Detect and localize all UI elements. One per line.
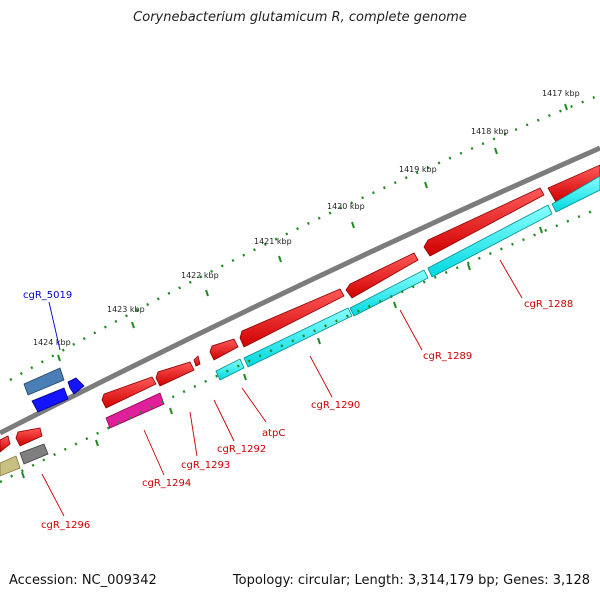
gene-arrow [551,175,600,213]
gene-arrow [345,252,419,299]
scale-tick [278,255,282,263]
scale-label: 1421 kbp [254,237,292,246]
gene-label[interactable]: cgR_1294 [142,478,191,489]
genome-summary-text: Topology: circular; Length: 3,314,179 bp… [232,573,590,588]
scale-label: 1424 kbp [33,338,71,347]
forward-strand-genes [0,164,600,453]
gene-arrow [155,361,195,387]
scale-track [9,93,600,382]
gene-arrow [215,358,245,381]
scale-tick [494,147,498,155]
label-leader-line [143,429,165,476]
gene-label[interactable]: cgR_5019 [23,290,72,301]
scale-label: 1422 kbp [181,271,219,280]
inner-scale-track [0,206,600,484]
gene-label[interactable]: cgR_1289 [423,351,472,362]
label-leader-line [499,259,523,299]
gene-arrow [105,392,165,429]
inner-scale-ticks [21,226,543,479]
label-leader-line [309,355,333,398]
label-leader-line [213,399,235,442]
scale-tick [131,321,135,329]
gene-arrow [243,307,353,368]
label-leader-line [241,387,267,423]
scale-tick [57,354,61,362]
scale-tick [351,221,355,229]
gene-label[interactable]: cgR_1293 [181,460,230,471]
scale-label: 1419 kbp [399,165,437,174]
scale-tick [95,439,99,447]
scale-label: 1420 kbp [327,202,365,211]
scale-tick [205,289,209,297]
scale-tick [424,181,428,189]
gene-label[interactable]: cgR_1296 [41,520,90,531]
scale-label: 1417 kbp [542,89,580,98]
gene-arrow [101,376,157,409]
label-leader-line [189,411,198,457]
gene-arrow [423,187,545,257]
gene-arrow [23,367,65,396]
gene-label[interactable]: cgR_1290 [311,400,360,411]
scale-tick [21,471,25,479]
gene-arrow [0,435,11,453]
label-leader-line [399,309,423,351]
gene-arrow [19,443,49,465]
scale-tick [564,103,568,111]
gene-label[interactable]: cgR_1288 [524,299,573,310]
scale-tick [317,337,321,345]
label-leader-line [48,301,61,351]
gene-arrow [15,427,43,447]
label-leader-line [41,473,65,517]
scale-tick [467,263,471,271]
gene-label[interactable]: atpC [262,428,285,439]
accession-text: Accession: NC_009342 [9,573,157,588]
scale-tick [243,373,247,381]
chromosome-backbone [0,145,600,436]
scale-ticks [57,103,568,362]
scale-label: 1418 kbp [471,127,509,136]
gene-arrow [239,288,345,348]
cyan-genes [215,175,600,381]
scale-label: 1423 kbp [107,305,145,314]
scale-tick [393,301,397,309]
gene-arrow [427,204,553,278]
gene-label[interactable]: cgR_1292 [217,444,266,455]
gene-arrow [193,355,201,367]
scale-tick [169,407,173,415]
gene-arrow [349,269,429,317]
gene-arrow [209,338,239,361]
gene-arrow [67,377,85,395]
gene-arrow [31,387,69,413]
gene-arrow [547,164,600,203]
scale-tick [539,226,543,234]
map-title: Corynebacterium glutamicum R, complete g… [133,10,467,25]
gene-arrow [0,455,21,477]
